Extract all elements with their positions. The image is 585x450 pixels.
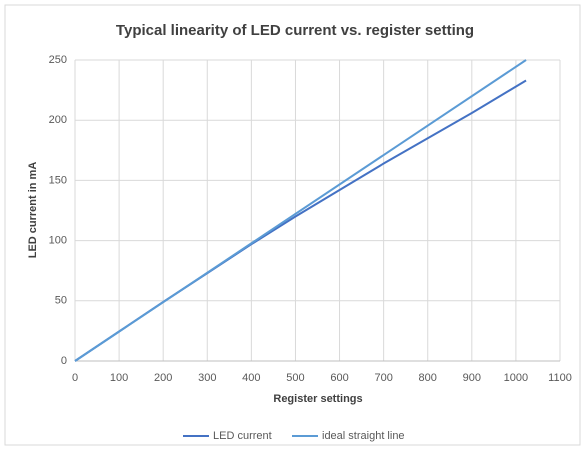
y-axis-title: LED current in mA	[27, 162, 39, 259]
x-tick-label: 600	[330, 372, 348, 384]
chart-frame	[4, 4, 581, 446]
legend-label: ideal straight line	[322, 430, 405, 442]
y-tick-label: 250	[49, 54, 67, 66]
y-tick-label: 0	[61, 355, 67, 367]
x-tick-label: 700	[374, 372, 392, 384]
x-tick-label: 900	[463, 372, 481, 384]
chart-title: Typical linearity of LED current vs. reg…	[116, 22, 474, 39]
x-tick-label: 400	[242, 372, 260, 384]
y-tick-label: 50	[55, 295, 67, 307]
legend-label: LED current	[213, 430, 272, 442]
y-tick-label: 150	[49, 174, 67, 186]
x-tick-label: 200	[154, 372, 172, 384]
x-tick-label: 500	[286, 372, 304, 384]
series-line	[74, 59, 527, 362]
x-tick-label: 0	[72, 372, 78, 384]
y-tick-label: 200	[49, 114, 67, 126]
x-axis-title: Register settings	[273, 393, 362, 405]
x-tick-label: 1100	[548, 372, 572, 384]
y-tick-label: 100	[49, 235, 67, 247]
x-tick-label: 1000	[504, 372, 528, 384]
x-tick-label: 300	[198, 372, 216, 384]
x-tick-label: 800	[419, 372, 437, 384]
x-tick-label: 100	[110, 372, 128, 384]
